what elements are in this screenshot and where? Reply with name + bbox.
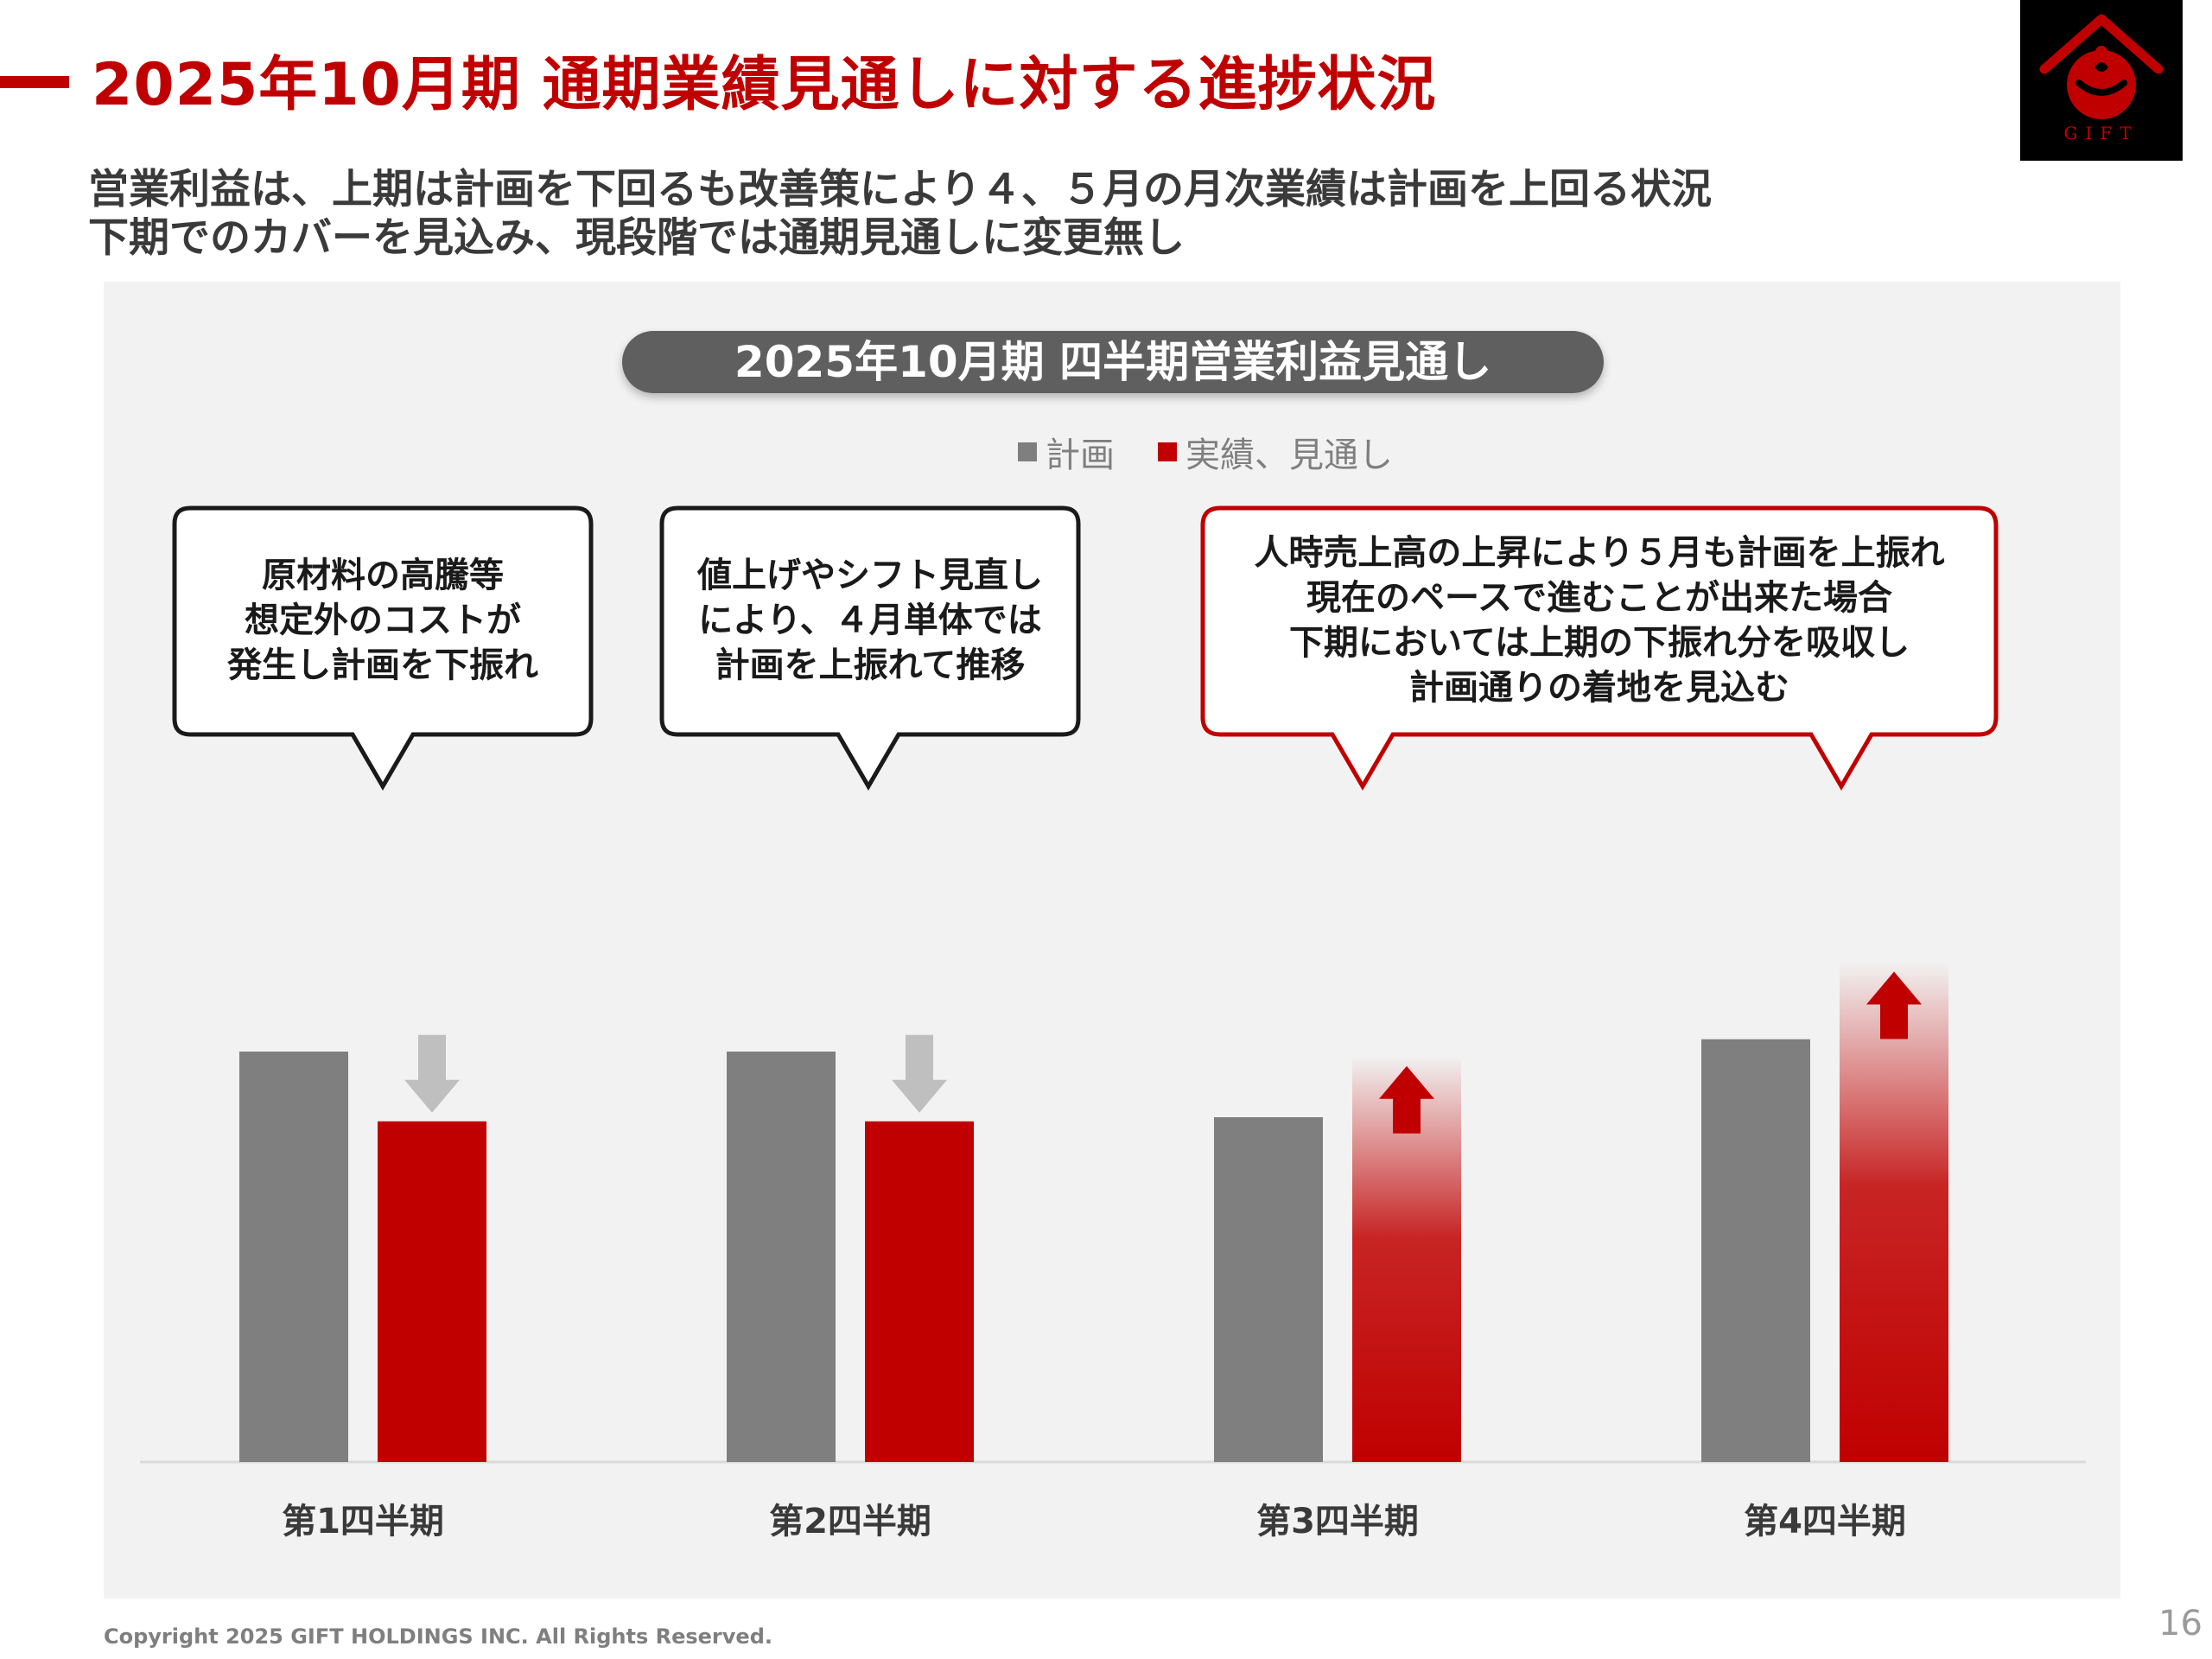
legend-item-actual: 実績、見通し: [1158, 427, 1393, 477]
chart-title: 2025年10月期 四半期営業利益見通し: [622, 331, 1604, 393]
category-label-q3: 第3四半期: [1256, 1502, 1419, 1541]
logo-house-icon: [2039, 14, 2164, 119]
callout-2-line-1: 値上げやシフト見直し: [697, 556, 1043, 595]
actual-bar-q4: [1840, 961, 1948, 1462]
callout-2-line-2: により、４月単体では: [698, 601, 1042, 640]
callout-3-line-4: 計画通りの着地を見込む: [1409, 668, 1789, 708]
down-arrow-icon-q2: [892, 1034, 947, 1113]
category-label-q2: 第2四半期: [769, 1502, 931, 1541]
company-logo: GIFT: [2020, 0, 2183, 161]
callout-text-3: 人時売上高の上昇により５月も計画を上振れ 現在のペースで進むことが出来た場合 下…: [1203, 531, 1996, 710]
chart-legend: 計画 実績、見通し: [1018, 427, 1436, 477]
category-label-q4: 第4四半期: [1744, 1502, 1906, 1541]
callout-text-2: 値上げやシフト見直し により、４月単体では 計画を上振れて推移: [662, 553, 1078, 688]
callout-3-line-3: 下期においては上期の下振れ分を吸収し: [1289, 623, 1910, 663]
callout-2-line-3: 計画を上振れて推移: [715, 645, 1026, 685]
up-arrow-icon-q3: [1379, 1065, 1434, 1134]
callout-3-line-2: 現在のペースで進むことが出来た場合: [1306, 578, 1892, 618]
legend-label-plan: 計画: [1046, 435, 1115, 475]
down-arrow-icon-q1: [404, 1034, 460, 1113]
callout-box-3: [1200, 505, 1999, 791]
callout-1-line-3: 発生し計画を下振れ: [227, 645, 538, 685]
callout-1-line-1: 原材料の高騰等: [262, 556, 504, 595]
title-accent-bar: [0, 76, 69, 88]
legend-item-plan: 計画: [1018, 427, 1115, 477]
legend-label-actual: 実績、見通し: [1185, 435, 1393, 475]
copyright-text: Copyright 2025 GIFT HOLDINGS INC. All Ri…: [104, 1624, 772, 1649]
callout-1-line-2: 想定外のコストが: [245, 601, 521, 640]
page-title: 2025年10月期 通期業績見通しに対する進捗状況: [92, 51, 1437, 119]
category-label-q1: 第1四半期: [282, 1502, 444, 1541]
actual-bar-q1: [378, 1121, 486, 1462]
logo-text: GIFT: [2063, 123, 2139, 143]
callout-box-2: [659, 505, 1081, 791]
up-arrow-icon-q4: [1866, 971, 1922, 1039]
plan-bar-q1: [239, 1052, 348, 1462]
callout-text-1: 原材料の高騰等 想定外のコストが 発生し計画を下振れ: [175, 553, 591, 688]
plan-bar-q4: [1701, 1039, 1810, 1462]
subtitle: 営業利益は、上期は計画を下回るも改善策により４、５月の月次業績は計画を上回る状況…: [88, 166, 1712, 263]
subtitle-line-2: 下期でのカバーを見込み、現段階では通期見通しに変更無し: [88, 214, 1185, 262]
plan-bar-q2: [727, 1052, 836, 1462]
callout-box-1: [172, 505, 594, 791]
legend-swatch-actual: [1158, 442, 1177, 461]
actual-bar-q2: [865, 1121, 974, 1462]
legend-swatch-plan: [1018, 442, 1037, 461]
plan-bar-q3: [1214, 1117, 1323, 1462]
page-number: 16: [2158, 1604, 2202, 1643]
subtitle-line-1: 営業利益は、上期は計画を下回るも改善策により４、５月の月次業績は計画を上回る状況: [88, 166, 1713, 213]
callout-3-line-1: 人時売上高の上昇により５月も計画を上振れ: [1254, 533, 1945, 573]
